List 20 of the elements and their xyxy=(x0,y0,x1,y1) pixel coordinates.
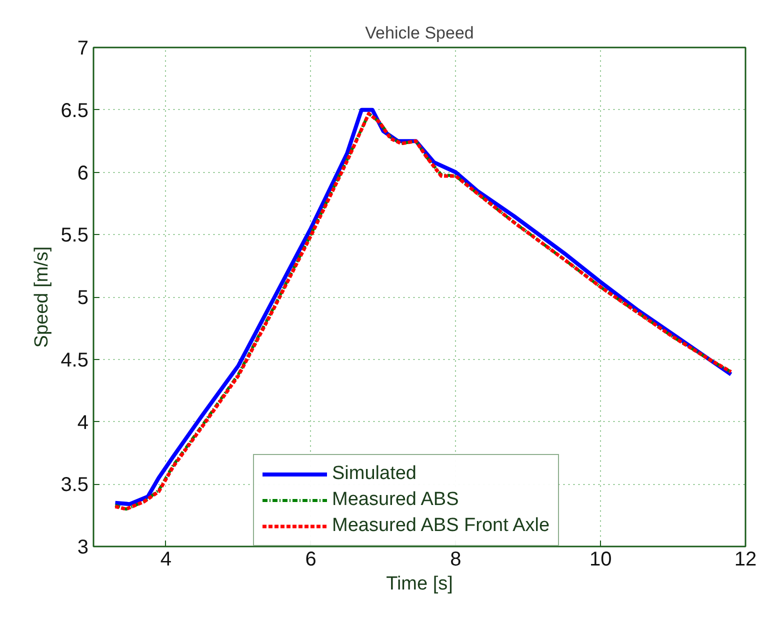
y-axis-title: Speed [m/s] xyxy=(32,246,53,348)
legend-label: Measured ABS xyxy=(332,489,459,511)
y-tick-label: 4 xyxy=(77,412,88,434)
x-tick-label: 10 xyxy=(589,548,612,570)
y-tick-label: 6.5 xyxy=(60,100,89,122)
x-tick-label: 8 xyxy=(450,548,462,570)
y-tick-label: 5.5 xyxy=(60,224,89,247)
y-tick-label: 7 xyxy=(77,38,88,60)
y-tick-label: 5 xyxy=(77,287,88,309)
x-axis-title: Time [s] xyxy=(386,574,453,594)
x-tick-label: 12 xyxy=(734,548,757,570)
x-tick-label: 6 xyxy=(305,548,316,570)
x-tick-label: 4 xyxy=(160,548,172,570)
chart-title: Vehicle Speed xyxy=(365,24,474,42)
legend-label: Measured ABS Front Axle xyxy=(332,515,550,537)
y-tick-label: 3.5 xyxy=(60,474,89,496)
legend-label: Simulated xyxy=(332,463,416,485)
y-tick-label: 3 xyxy=(77,536,88,558)
y-tick-label: 4.5 xyxy=(60,349,89,372)
y-tick-label: 6 xyxy=(77,162,88,184)
